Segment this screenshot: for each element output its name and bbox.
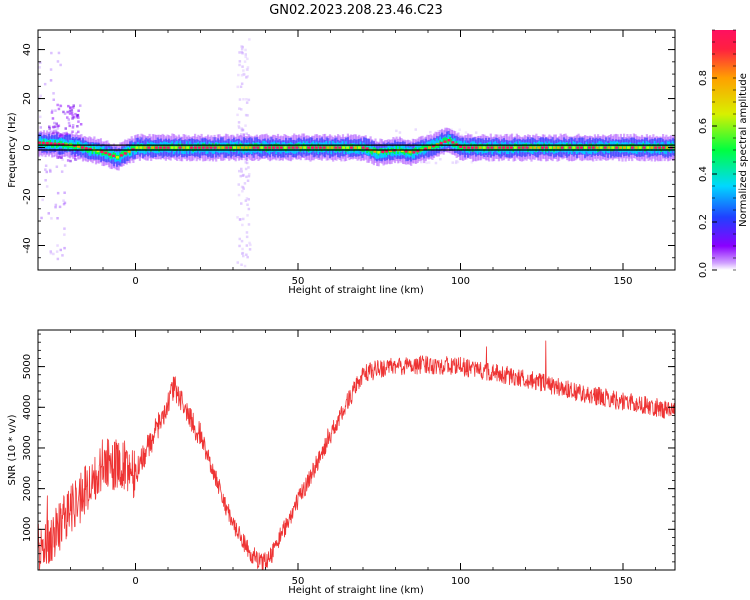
colorbar-tick-label: 0.2 <box>698 214 709 230</box>
colorbar-tick-label: 0.0 <box>698 262 709 278</box>
snr-xlabel: Height of straight line (km) <box>288 585 424 596</box>
y-tick-label: 0 <box>22 144 33 150</box>
y-tick-label: 40 <box>22 43 33 56</box>
x-tick-label: 100 <box>451 276 470 287</box>
colorbar-tick-label: 0.4 <box>698 166 709 182</box>
spectrogram-ticks: 0 50 100 150 -40 -20 0 20 40 <box>22 30 675 287</box>
y-tick-label: 3000 <box>22 435 33 460</box>
y-tick-label: 5000 <box>22 354 33 379</box>
x-tick-label: 0 <box>132 576 138 587</box>
snr-frame <box>37 329 676 571</box>
y-tick-label: 2000 <box>22 476 33 501</box>
x-tick-label: 150 <box>613 276 632 287</box>
y-tick-label: -20 <box>22 188 33 204</box>
x-tick-label: 150 <box>613 576 632 587</box>
spectrogram-frame <box>37 29 676 271</box>
colorbar-tick-label: 0.6 <box>698 118 709 134</box>
x-tick-label: 100 <box>451 576 470 587</box>
x-tick-label: 50 <box>292 276 305 287</box>
colorbar-label: Normalized spectral amplitude <box>738 73 749 227</box>
colorbar: 0.0 0.2 0.4 0.6 0.8 Normalized spectral ampl… <box>698 29 749 278</box>
y-tick-label: -40 <box>22 237 33 253</box>
y-tick-label: 1000 <box>22 517 33 542</box>
colorbar-tick-label: 0.8 <box>698 70 709 86</box>
snr-ticks: 0 50 100 150 1000 2000 3000 4000 5000 <box>22 330 675 587</box>
y-tick-label: 4000 <box>22 395 33 420</box>
spectrogram-ylabel: Frequency (Hz) <box>7 112 18 188</box>
spectrogram-panel: 0 50 100 150 -40 -20 0 20 40 Height of straight … <box>7 29 676 296</box>
snr-ylabel: SNR (10 * v/v) <box>7 414 18 485</box>
snr-series-line <box>38 340 675 570</box>
y-tick-label: 20 <box>22 92 33 105</box>
x-tick-label: 50 <box>292 576 305 587</box>
spectrogram-heatmap <box>38 38 675 268</box>
colorbar-ticks: 0.0 0.2 0.4 0.6 0.8 <box>698 29 736 278</box>
snr-panel: 0 50 100 150 1000 2000 3000 4000 5000 Height of … <box>7 329 676 596</box>
x-tick-label: 0 <box>132 276 138 287</box>
spectrogram-xlabel: Height of straight line (km) <box>288 285 424 296</box>
chart-title: GN02.2023.208.23.46.C23 <box>269 3 443 18</box>
colorbar-gradient <box>712 30 736 270</box>
